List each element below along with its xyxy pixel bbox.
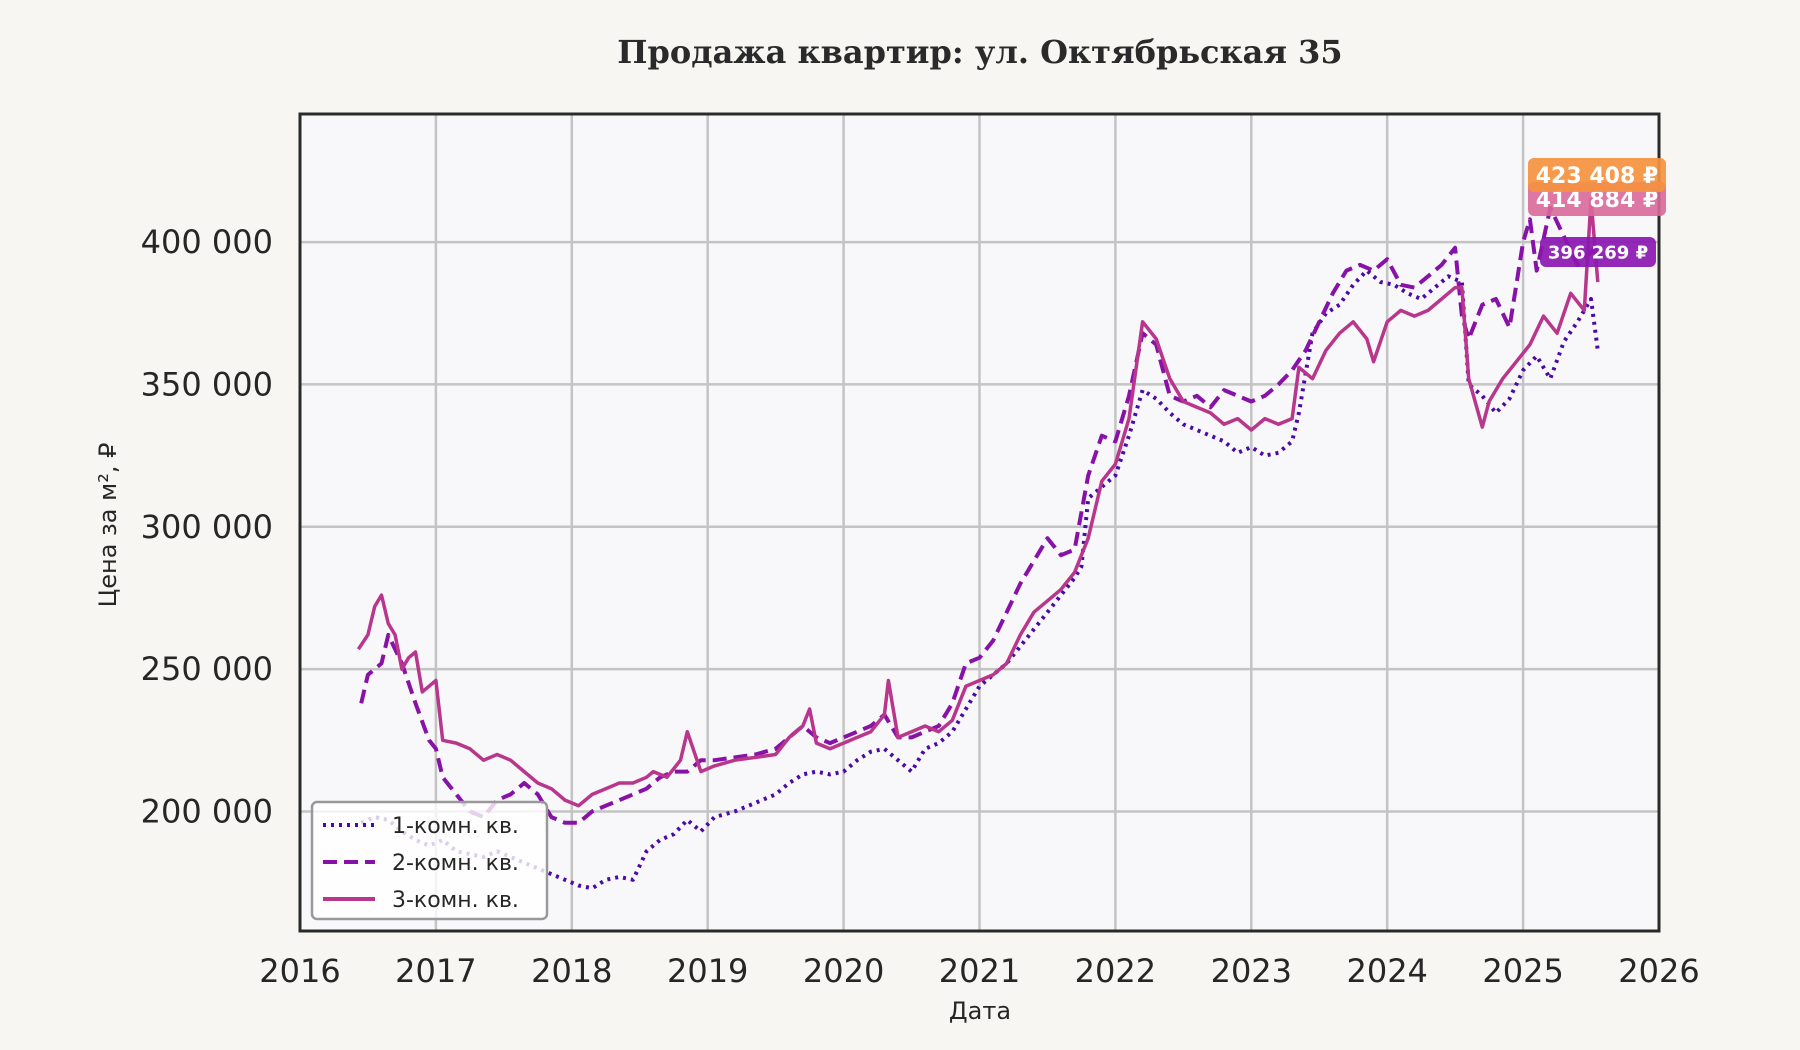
x-tick-label: 2017: [395, 952, 476, 990]
y-tick-label: 250 000: [141, 650, 273, 688]
value-badges: 414 884 ₽423 408 ₽ 396 269 ₽: [1528, 158, 1666, 267]
series-line-3: [356, 197, 1600, 808]
y-tick-label: 400 000: [141, 223, 273, 261]
x-tick-label: 2021: [939, 952, 1020, 990]
value-badge-label: 396 269 ₽: [1548, 242, 1648, 263]
x-tick-label: 2018: [531, 952, 612, 990]
value-badge: [1540, 237, 1656, 267]
legend-label: 3-комн. кв.: [392, 888, 519, 913]
x-tick-label: 2022: [1075, 952, 1156, 990]
y-tick-label: 200 000: [141, 792, 273, 830]
x-tick-label: 2025: [1482, 952, 1563, 990]
value-badge: [1528, 158, 1666, 192]
plot-border: [298, 112, 1661, 933]
x-tick-label: 2020: [803, 952, 884, 990]
value-badge-label: 423 408 ₽: [1536, 164, 1658, 189]
x-tick-label: 2026: [1618, 952, 1699, 990]
x-tick-label: 2019: [667, 952, 748, 990]
x-tick-label: 2023: [1211, 952, 1292, 990]
y-axis-label: Цена за м², ₽: [94, 443, 122, 608]
series-line-1: [360, 268, 1600, 891]
value-badge-label: 414 884 ₽: [1536, 188, 1658, 213]
legend-box: [310, 800, 549, 921]
series-line-2: [359, 205, 1600, 825]
x-axis-ticks: 2016 2017 2018 2019 2020 2021 2022 2023 2024 2025…: [259, 952, 1699, 990]
x-tick-label: 2016: [259, 952, 340, 990]
chart-title: Продажа квартир: ул. Октябрьская 35: [617, 33, 1342, 71]
y-axis-ticks: 200 000 250 000 300 000 350 000 400 000: [141, 223, 273, 830]
series-lines: [356, 197, 1600, 891]
x-tick-label: 2024: [1346, 952, 1427, 990]
y-tick-label: 350 000: [141, 365, 273, 403]
legend: 1-комн. кв. 2-комн. кв. 3-комн. кв.: [310, 800, 549, 921]
x-axis-label: Дата: [949, 997, 1011, 1025]
legend-label: 2-комн. кв.: [392, 851, 519, 876]
y-tick-label: 300 000: [141, 508, 273, 546]
legend-label: 1-комн. кв.: [392, 814, 519, 839]
